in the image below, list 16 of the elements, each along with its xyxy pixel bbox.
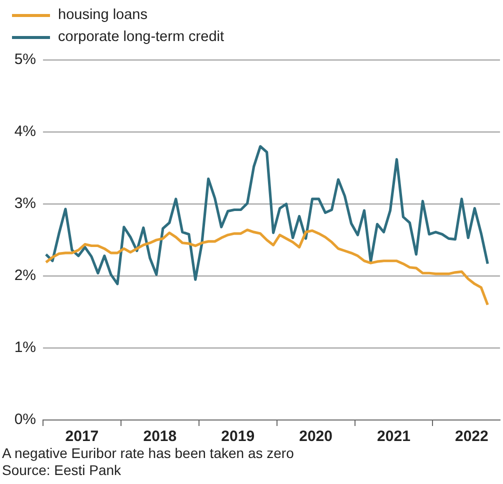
x-tick-label: 2021 (377, 428, 410, 446)
y-tick-label: 2% (14, 267, 36, 284)
x-tick-label: 2022 (454, 428, 488, 446)
legend-label: corporate long-term credit (58, 29, 224, 45)
x-tick-label: 2020 (299, 428, 332, 446)
y-tick-label: 1% (14, 339, 36, 356)
x-tick-label: 2017 (65, 428, 99, 446)
x-tick-label: 2019 (221, 428, 255, 446)
text: A negative Euribor rate has been taken as zero (2, 445, 294, 462)
legend-label: housing loans (58, 7, 148, 23)
y-tick-label: 3% (14, 195, 36, 212)
y-tick-label: 0% (14, 411, 36, 428)
source-note: Source: Eesti Pank (2, 462, 122, 479)
y-tick-label: 4% (14, 123, 36, 140)
y-tick-label: 5% (14, 51, 36, 68)
x-tick-label: 2018 (143, 428, 177, 446)
